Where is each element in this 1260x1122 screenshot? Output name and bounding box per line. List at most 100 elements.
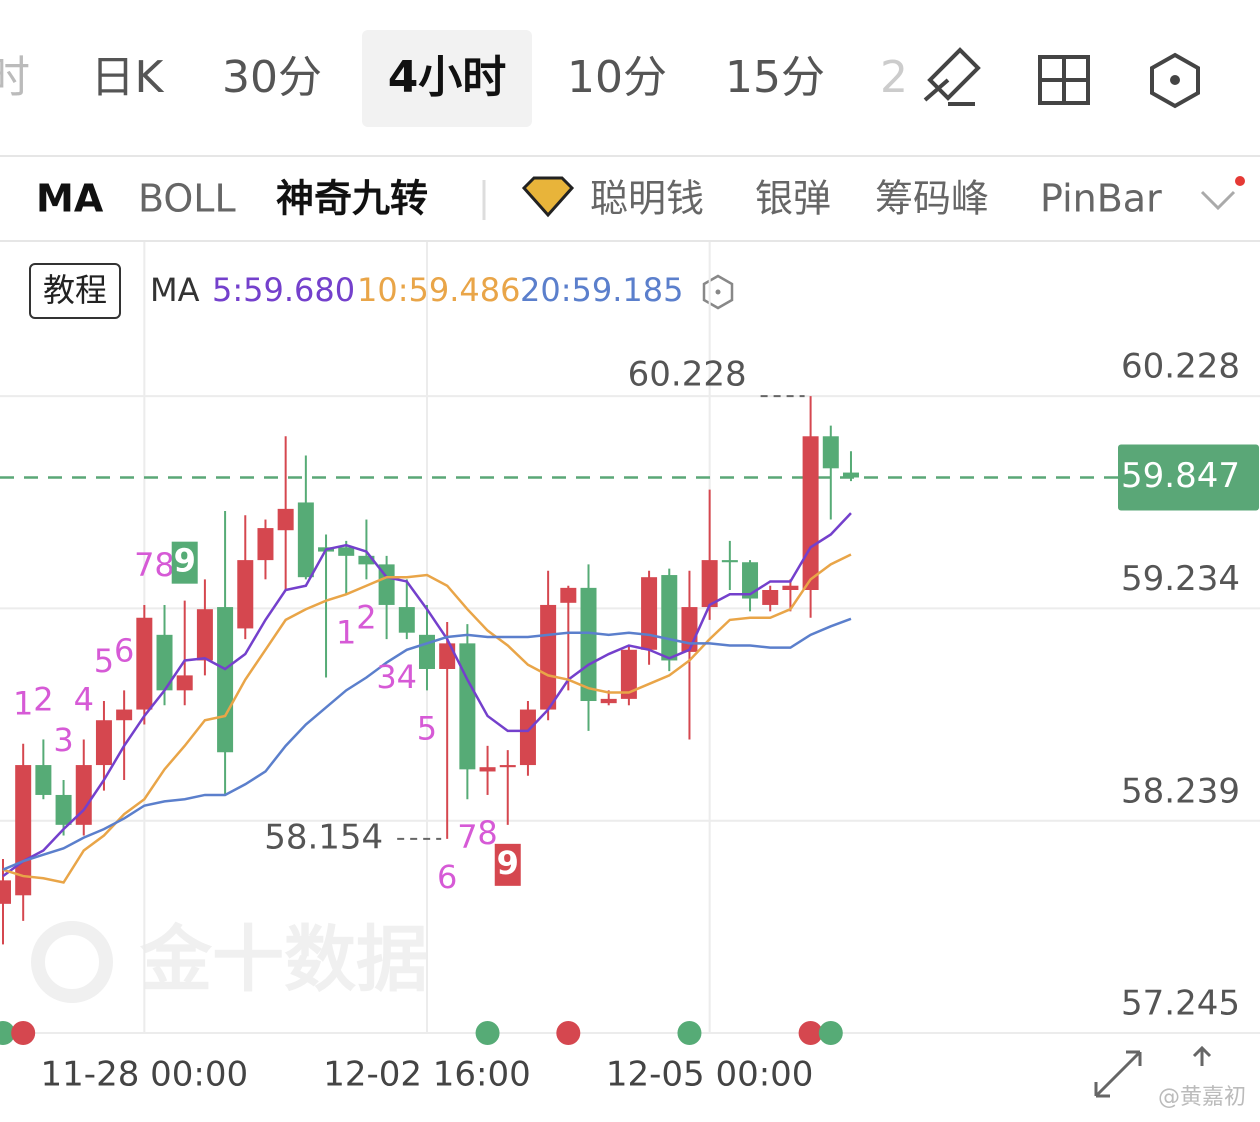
candle-body bbox=[176, 675, 193, 691]
candle-body bbox=[742, 562, 759, 599]
ma-line bbox=[2, 553, 852, 884]
td-label: 8 bbox=[154, 546, 174, 584]
tab[interactable]: 2 bbox=[880, 52, 908, 103]
ma-legend: 20:59.185 bbox=[520, 271, 683, 309]
td-label: 3 bbox=[53, 721, 73, 759]
candle-body bbox=[560, 587, 577, 603]
annotation-label: 58.154 bbox=[264, 817, 383, 857]
tab[interactable]: 15分 bbox=[725, 52, 825, 103]
ma-settings-dot bbox=[715, 289, 721, 295]
indicator-tabs: MA BOLL 神奇九转 聪明钱 银弹 筹码峰 PinBar bbox=[36, 177, 1162, 221]
fullscreen-icons[interactable] bbox=[1094, 1045, 1212, 1098]
candle-body bbox=[721, 560, 738, 563]
y-tick-label: 57.245 bbox=[1121, 984, 1240, 1024]
ma-label: MA bbox=[150, 271, 200, 309]
indicator[interactable]: PinBar bbox=[1040, 177, 1162, 221]
td-label: 2 bbox=[356, 598, 376, 636]
candle-body bbox=[802, 436, 819, 590]
td-label: 6 bbox=[437, 858, 457, 896]
candle-body bbox=[75, 765, 92, 825]
candle-body bbox=[479, 767, 496, 772]
indicator[interactable]: 神奇九转 bbox=[276, 177, 428, 221]
annotation-label: 60.228 bbox=[628, 355, 747, 395]
period-tabs: 时 日K 30分 4小时 10分 15分 2 bbox=[0, 52, 908, 103]
candle-body bbox=[196, 609, 213, 661]
candle-body bbox=[661, 575, 678, 661]
candle-body bbox=[499, 765, 516, 768]
candle-body bbox=[55, 794, 72, 825]
settings-dot bbox=[1170, 75, 1180, 85]
last-price-tag bbox=[1118, 444, 1259, 511]
candle-body bbox=[156, 634, 173, 691]
candle-body bbox=[600, 698, 617, 704]
last-price-label: 59.847 bbox=[1121, 456, 1240, 496]
tutorial-label: 教程 bbox=[43, 271, 107, 309]
candle-body bbox=[297, 502, 314, 578]
tab[interactable]: 10分 bbox=[567, 52, 667, 103]
signal-dot bbox=[818, 1021, 843, 1045]
td-label: 5 bbox=[94, 642, 114, 680]
td-label: 9 bbox=[497, 844, 519, 882]
tab-active[interactable]: 4小时 bbox=[388, 52, 507, 103]
signal-dot bbox=[0, 1021, 15, 1045]
candle-body bbox=[358, 555, 375, 565]
signal-dot bbox=[11, 1021, 36, 1045]
indicator[interactable]: 银弹 bbox=[755, 177, 831, 221]
candle-body bbox=[540, 604, 557, 710]
expand-chevron[interactable] bbox=[1200, 190, 1236, 211]
td-label: 9 bbox=[174, 542, 196, 580]
td-box bbox=[171, 541, 198, 584]
candle-body bbox=[0, 880, 11, 904]
indicator[interactable]: 筹码峰 bbox=[875, 177, 989, 221]
tab[interactable]: 30分 bbox=[222, 52, 322, 103]
diamond-icon bbox=[521, 176, 575, 218]
candle-body bbox=[822, 436, 839, 469]
candle-body bbox=[95, 720, 112, 766]
candle-body bbox=[237, 560, 254, 629]
draw-icon[interactable] bbox=[923, 47, 981, 106]
candle-body bbox=[35, 765, 52, 795]
plot bbox=[0, 242, 1260, 1034]
td-label: 7 bbox=[134, 546, 154, 584]
tab[interactable]: 时 bbox=[0, 52, 30, 103]
signal-dot bbox=[798, 1021, 823, 1045]
td-label: 4 bbox=[397, 658, 417, 696]
candle-body bbox=[641, 577, 658, 650]
candle-body bbox=[782, 585, 799, 590]
y-tick-label: 58.239 bbox=[1121, 771, 1240, 811]
credit: @黄嘉初 bbox=[1158, 1085, 1246, 1110]
candle-body bbox=[116, 709, 133, 721]
candle-body bbox=[842, 472, 859, 478]
ma-legend: 10:59.486 bbox=[357, 271, 520, 309]
td-box bbox=[494, 843, 521, 886]
candle-body bbox=[620, 649, 637, 699]
td-label: 8 bbox=[477, 814, 497, 852]
tutorial-button[interactable] bbox=[29, 263, 121, 319]
signal-dot bbox=[677, 1021, 702, 1045]
candle-body bbox=[418, 634, 435, 669]
tab-selected-bg bbox=[362, 30, 532, 127]
toolbar-icons bbox=[923, 47, 1200, 109]
candle-body bbox=[762, 589, 779, 605]
indicator[interactable]: 聪明钱 bbox=[590, 177, 704, 221]
tab[interactable]: 日K bbox=[91, 52, 165, 103]
x-tick-label: 12-02 16:00 bbox=[323, 1055, 531, 1095]
candle-body bbox=[398, 607, 415, 633]
candle-body bbox=[277, 508, 294, 531]
ma-line bbox=[2, 617, 852, 871]
settings-icon[interactable] bbox=[1150, 52, 1200, 109]
indicator[interactable]: MA bbox=[36, 177, 104, 221]
candle-body bbox=[136, 617, 153, 710]
candle-body bbox=[338, 547, 355, 556]
watermark: 金十数据 bbox=[139, 918, 428, 1002]
indicator[interactable]: BOLL bbox=[138, 177, 236, 221]
ma-settings-icon[interactable] bbox=[702, 274, 734, 310]
td-label: 3 bbox=[376, 658, 396, 696]
badge-dot bbox=[1235, 176, 1245, 186]
td-label: 6 bbox=[114, 631, 134, 669]
x-tick-label: 12-05 00:00 bbox=[606, 1055, 814, 1095]
y-tick-label: 59.234 bbox=[1121, 559, 1240, 599]
x-tick-label: 11-28 00:00 bbox=[41, 1055, 249, 1095]
